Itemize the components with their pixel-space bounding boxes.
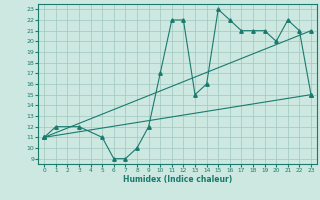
X-axis label: Humidex (Indice chaleur): Humidex (Indice chaleur) — [123, 175, 232, 184]
